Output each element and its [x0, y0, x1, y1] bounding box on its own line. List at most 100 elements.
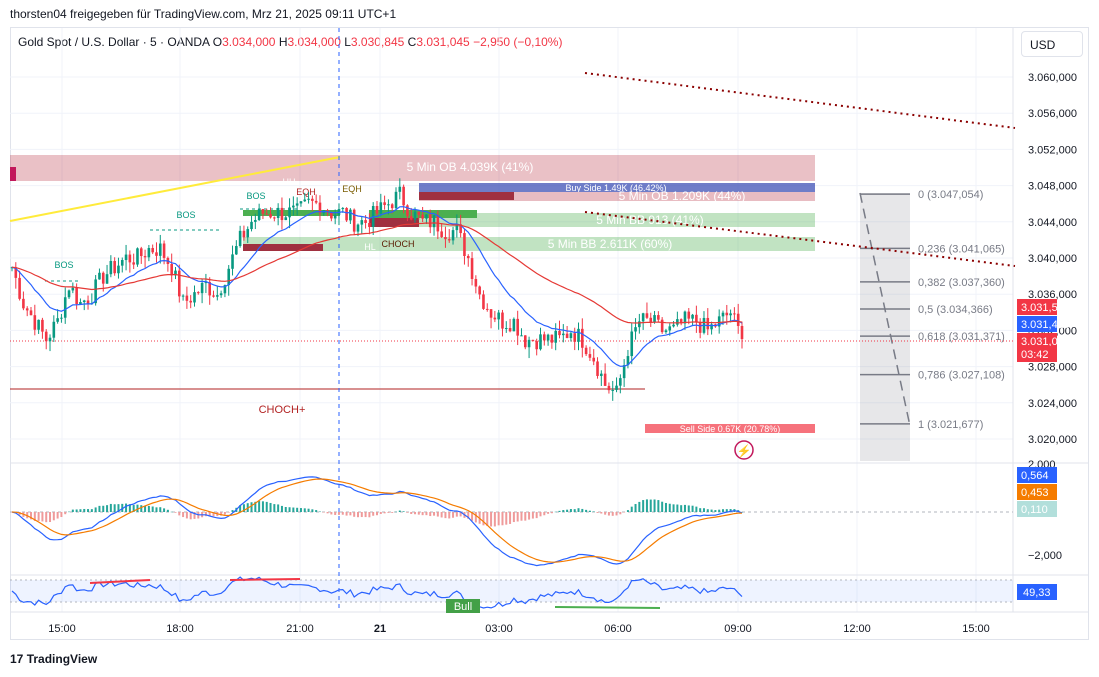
macd-histogram-bar — [242, 504, 245, 512]
candle-body — [546, 334, 550, 341]
candle-body — [573, 333, 577, 342]
candle-body — [117, 265, 120, 274]
candle-body — [550, 334, 554, 343]
macd-histogram-bar — [269, 502, 272, 512]
candle-body — [451, 230, 455, 241]
candle-body — [379, 202, 383, 214]
candle-body — [562, 333, 565, 336]
macd-histogram-bar — [455, 512, 458, 517]
candle-body — [421, 214, 424, 219]
candle-body — [527, 339, 531, 348]
macd-histogram-bar — [509, 512, 512, 524]
signal-line — [11, 478, 742, 563]
candle-body — [314, 200, 318, 203]
price-tick-label: 3.020,000 — [1028, 434, 1077, 446]
fib-area — [860, 193, 910, 461]
macd-histogram-bar — [702, 508, 705, 512]
candle-body — [611, 389, 615, 391]
macd-value-tag — [1017, 467, 1057, 483]
ema-fast-line — [11, 206, 743, 367]
candle-body — [478, 286, 481, 295]
macd-histogram-bar — [37, 512, 40, 521]
chart-frame[interactable] — [10, 27, 1089, 640]
macd-histogram-bar — [147, 505, 150, 512]
zone-label: 5 Min BB 2.611K (60%) — [548, 237, 673, 251]
macd-histogram-bar — [128, 504, 131, 512]
rsi-value-tag — [1017, 584, 1057, 600]
candle-body — [512, 318, 516, 332]
macd-histogram-bar — [657, 500, 660, 512]
candle-body — [596, 361, 599, 376]
macd-histogram-bar — [368, 512, 371, 518]
macd-histogram-bar — [714, 510, 717, 512]
candle-body — [466, 256, 470, 259]
candle-body — [387, 204, 390, 206]
candle-body — [687, 311, 691, 319]
zone-marker — [369, 218, 419, 227]
high-value: 3.034,000 — [287, 35, 341, 49]
macd-histogram-bar — [106, 505, 109, 512]
macd-value-label: 0,564 — [1021, 470, 1049, 482]
macd-histogram-bar — [444, 512, 447, 519]
fib-level-label: 0,786 (3.027,108) — [918, 370, 1005, 382]
macd-histogram-bar — [64, 512, 67, 515]
macd-histogram-bar — [68, 511, 71, 513]
candle-body — [607, 385, 611, 391]
macd-histogram-bar — [52, 512, 55, 521]
macd-histogram-bar — [204, 512, 207, 517]
candle-body — [318, 202, 322, 214]
macd-histogram-bar — [41, 512, 44, 522]
macd-histogram-bar — [581, 508, 584, 512]
candle-body — [721, 312, 725, 317]
time-tick-label: 12:00 — [843, 623, 871, 635]
candle-body — [588, 354, 592, 358]
macd-histogram-bar — [520, 512, 523, 521]
macd-histogram-bar — [676, 504, 679, 512]
candle-body — [189, 300, 192, 303]
candle-body — [695, 314, 698, 323]
candle-body — [14, 267, 18, 278]
candle-body — [273, 217, 276, 219]
macd-histogram-bar — [607, 512, 610, 516]
macd-histogram-bar — [524, 512, 527, 521]
candle-body — [124, 254, 128, 261]
macd-histogram-bar — [337, 512, 340, 515]
candle-body — [56, 318, 59, 322]
macd-histogram-bar — [615, 512, 618, 516]
macd-histogram-bar — [125, 503, 128, 512]
macd-histogram-bar — [497, 512, 500, 526]
candle-body — [657, 315, 660, 320]
macd-histogram-bar — [277, 504, 280, 512]
candle-body — [733, 313, 736, 315]
macd-histogram-bar — [360, 512, 363, 518]
candle-body — [600, 373, 603, 376]
candle-body — [417, 211, 421, 215]
candle-body — [132, 262, 135, 265]
candle-body — [398, 186, 402, 192]
candle-body — [622, 365, 626, 379]
candle-body — [200, 283, 204, 294]
candle-body — [246, 229, 250, 238]
candle-body — [204, 282, 208, 284]
candle-body — [311, 198, 314, 201]
macd-histogram-bar — [721, 509, 724, 512]
candle-body — [668, 326, 672, 331]
candle-body — [383, 202, 386, 205]
candle-body — [101, 272, 105, 284]
price-tick-label: 3.044,000 — [1028, 217, 1077, 229]
macd-histogram-bar — [280, 505, 283, 512]
candle-body — [185, 295, 189, 301]
candle-body — [276, 207, 280, 218]
candle-body — [143, 256, 147, 258]
fib-level-label: 0,618 (3.031,371) — [918, 331, 1005, 343]
macd-histogram-bar — [550, 512, 553, 514]
macd-histogram-bar — [45, 512, 48, 523]
candle-body — [79, 302, 82, 305]
rsi-divergence-line — [554, 606, 661, 609]
currency-button[interactable]: USD — [1021, 31, 1083, 57]
macd-histogram-bar — [140, 505, 143, 512]
candle-body — [489, 309, 493, 318]
structure-label: BOS — [246, 191, 265, 201]
candle-body — [394, 191, 398, 209]
